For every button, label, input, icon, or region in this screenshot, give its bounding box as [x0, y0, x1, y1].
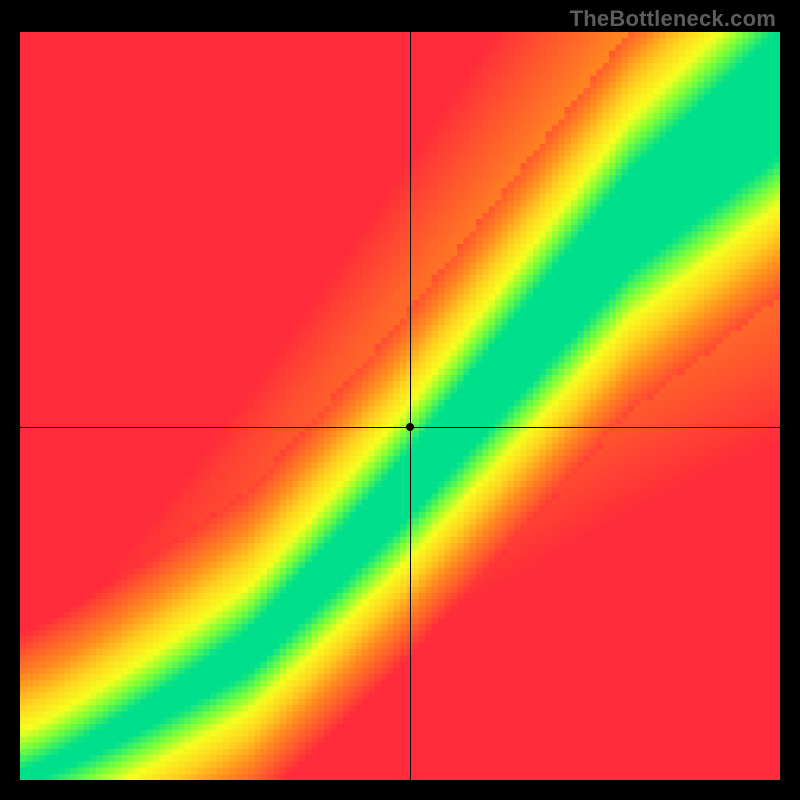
crosshair-horizontal — [20, 427, 780, 428]
crosshair-marker — [406, 423, 414, 431]
heatmap-canvas — [20, 32, 780, 780]
heatmap-plot — [20, 32, 780, 780]
watermark-text: TheBottleneck.com — [570, 6, 776, 32]
crosshair-vertical — [410, 32, 411, 780]
